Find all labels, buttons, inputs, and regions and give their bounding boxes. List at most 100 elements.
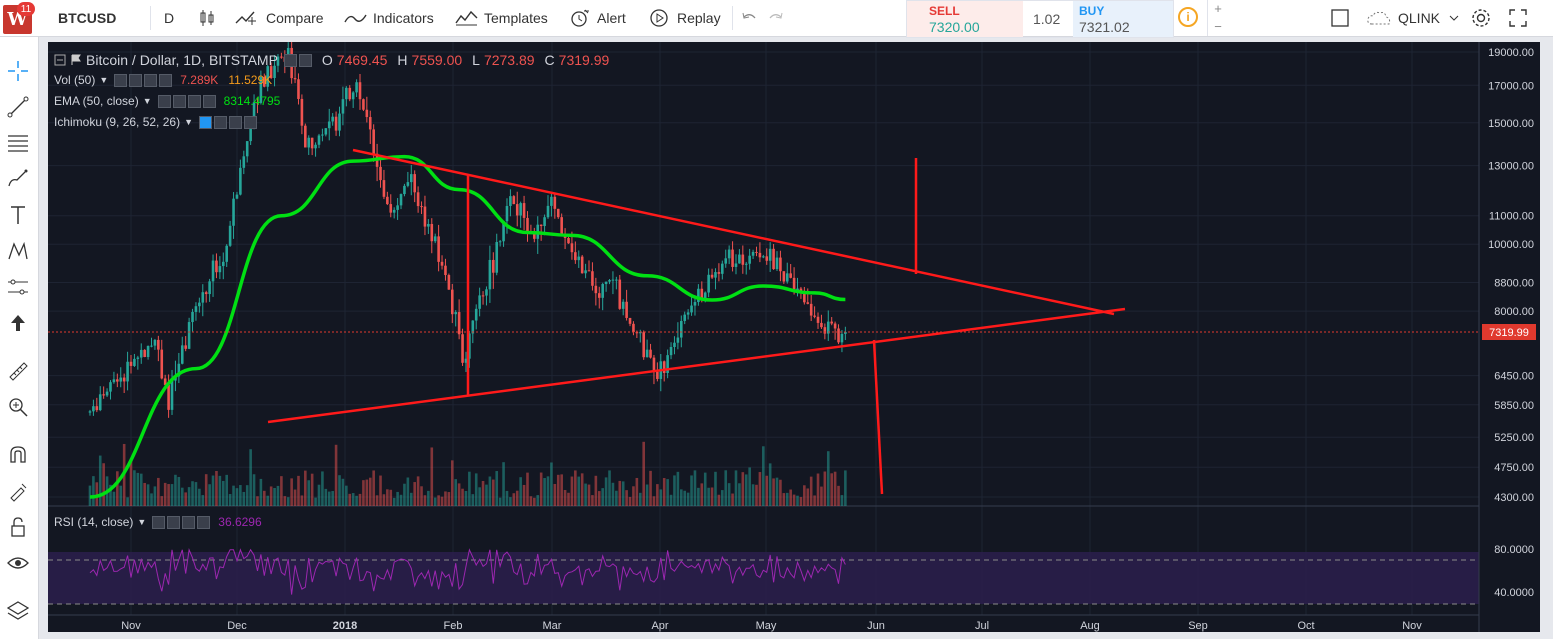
volume-bar — [228, 494, 232, 506]
alert-button[interactable]: Alert — [569, 0, 626, 36]
price-chart[interactable]: 19000.00 17000.00 15000.00 13000.00 11000.00… — [48, 37, 1540, 632]
candle-body — [751, 251, 755, 256]
redo-button[interactable] — [767, 0, 785, 36]
candle-body — [440, 261, 444, 266]
volume-bar — [304, 470, 307, 506]
ichimoku-legend[interactable]: Ichimoku (9, 26, 52, 26) ▼ — [54, 115, 257, 129]
volume-bar — [389, 489, 393, 506]
lock-all-tool[interactable] — [4, 513, 32, 541]
text-tool[interactable] — [4, 201, 32, 229]
volume-bar — [529, 496, 533, 506]
settings-button[interactable] — [1470, 0, 1492, 36]
volume-bar — [703, 472, 707, 506]
volume-bar — [348, 493, 352, 506]
candle-body — [673, 342, 676, 348]
indicators-button[interactable]: Indicators — [344, 0, 434, 36]
upper-trendline — [352, 148, 1115, 316]
arrow-tool[interactable] — [4, 309, 32, 337]
volume-bar — [632, 486, 635, 506]
volume-legend[interactable]: Vol (50) ▼ 7.289K 11.529K — [54, 73, 272, 87]
rsi-buttons[interactable] — [152, 515, 211, 529]
candle-body — [129, 361, 133, 366]
volume-bar — [129, 460, 133, 506]
fullscreen-layout-button[interactable] — [1330, 0, 1350, 36]
layout-menu[interactable]: QLINK — [1366, 0, 1460, 36]
legend-buttons[interactable] — [283, 53, 312, 67]
candle-body — [481, 295, 485, 297]
volume-bar — [119, 485, 123, 506]
candle-body — [157, 339, 160, 350]
crosshair-tool[interactable] — [4, 57, 32, 85]
symbol-search[interactable]: BTCUSD — [58, 0, 116, 36]
candle-body — [656, 371, 659, 379]
volume-bar — [423, 495, 427, 506]
volume-bar — [509, 497, 512, 506]
volume-bar — [686, 492, 690, 506]
replay-button[interactable]: Replay — [649, 0, 721, 36]
undo-button[interactable] — [740, 0, 758, 36]
volume-buttons[interactable] — [114, 73, 173, 87]
trend-line-tool[interactable] — [4, 93, 32, 121]
templates-button[interactable]: Templates — [455, 0, 548, 36]
interval-button[interactable]: D — [164, 0, 174, 36]
forecast-tool[interactable] — [4, 273, 32, 301]
zoom-tool[interactable] — [4, 393, 32, 421]
volume-bar — [150, 493, 153, 506]
trend-line-icon — [7, 96, 29, 118]
volume-bar — [406, 477, 410, 506]
volume-bar — [478, 487, 481, 506]
chart-area[interactable]: 19000.00 17000.00 15000.00 13000.00 11000.00… — [48, 37, 1540, 632]
ema-buttons[interactable] — [157, 94, 216, 108]
decrease-button[interactable]: − — [1214, 19, 1222, 34]
candle-body — [567, 237, 570, 244]
fib-tool[interactable] — [4, 129, 32, 157]
sell-price: 7320.00 — [929, 19, 980, 35]
ichimoku-buttons[interactable] — [199, 115, 257, 129]
candle-body — [693, 302, 697, 306]
volume-bar — [382, 494, 386, 506]
lock-drawing-tool[interactable] — [4, 477, 32, 505]
candle-body — [204, 292, 208, 295]
fullscreen-button[interactable] — [1508, 0, 1528, 36]
volume-bar — [239, 485, 242, 506]
candle-body — [464, 358, 468, 363]
volume-bar — [416, 476, 420, 506]
volume-value: 7.289K — [180, 73, 219, 87]
candle-body — [225, 245, 229, 262]
price-tick: 5850.00 — [1494, 400, 1534, 412]
volume-bar — [608, 470, 611, 506]
sell-button[interactable]: SELL 7320.00 — [907, 1, 1023, 37]
ruler-tool[interactable] — [4, 357, 32, 385]
price-tick: 5250.00 — [1494, 432, 1534, 444]
volume-bar — [259, 478, 263, 506]
pattern-tool[interactable] — [4, 237, 32, 265]
candle-body — [208, 281, 211, 295]
volume-bar — [139, 473, 143, 506]
volume-bar — [796, 495, 799, 506]
volume-bar — [683, 490, 687, 506]
chart-type-button[interactable] — [198, 0, 216, 36]
hide-drawings-tool[interactable] — [4, 549, 32, 577]
volume-bar — [731, 493, 734, 506]
volume-bar — [232, 485, 235, 506]
volume-bar — [806, 488, 810, 506]
candle-body — [625, 301, 628, 318]
rsi-tick: 80.0000 — [1494, 544, 1534, 556]
object-tree-tool[interactable] — [4, 597, 32, 625]
candle-body — [406, 182, 410, 186]
ema-legend[interactable]: EMA (50, close) ▼ 8314.4795 — [54, 94, 280, 108]
increase-button[interactable]: + — [1214, 1, 1222, 16]
buy-button[interactable]: BUY 7321.02 — [1073, 1, 1173, 37]
candle-body — [167, 384, 170, 410]
collapse-icon[interactable] — [54, 54, 66, 66]
replay-icon — [650, 9, 668, 27]
brush-tool[interactable] — [4, 165, 32, 193]
compare-button[interactable]: Compare — [234, 0, 324, 36]
magnet-tool[interactable] — [4, 441, 32, 469]
volume-bar — [840, 495, 844, 506]
volume-bar — [269, 486, 273, 506]
volume-bar — [280, 476, 283, 506]
info-icon[interactable]: i — [1178, 7, 1198, 27]
rsi-legend[interactable]: RSI (14, close) ▼ 36.6296 — [54, 515, 262, 529]
volume-bar — [358, 493, 362, 506]
